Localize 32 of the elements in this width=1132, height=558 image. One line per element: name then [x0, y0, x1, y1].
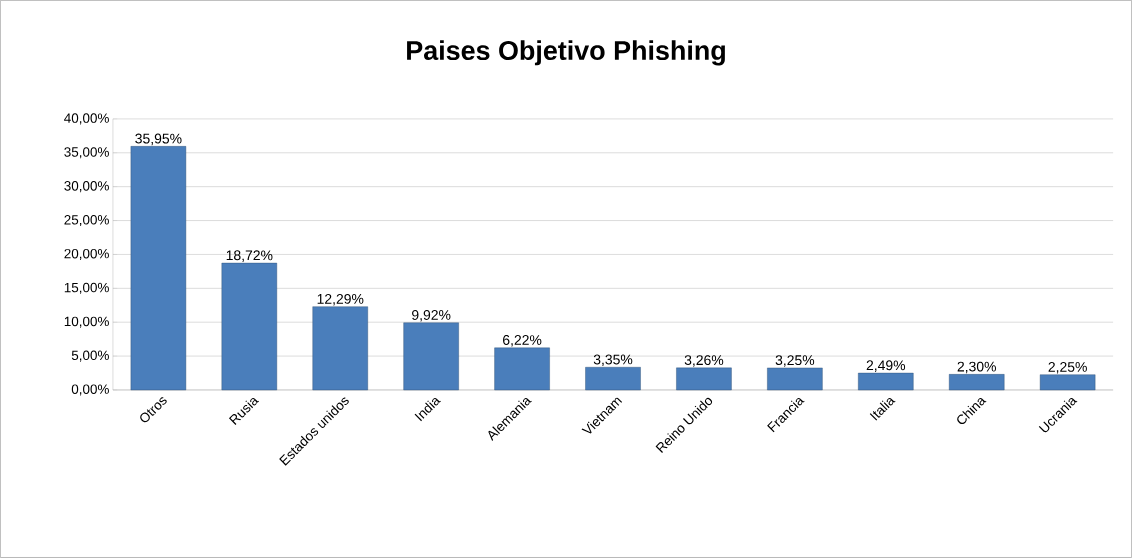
data-label: 2,49% [866, 360, 906, 372]
bar [585, 367, 641, 391]
y-tick-label: 15,00% [64, 282, 109, 294]
data-label: 2,30% [957, 361, 996, 374]
bar [312, 306, 368, 391]
data-label: 35,95% [135, 133, 182, 146]
data-label: 3,26% [684, 355, 724, 367]
y-tick-label: 10,00% [64, 316, 109, 328]
bar [1039, 374, 1096, 391]
bar [403, 322, 459, 391]
y-tick-label: 20,00% [64, 248, 109, 261]
bar [494, 347, 550, 391]
bar [949, 374, 1005, 391]
data-label: 18,72% [226, 250, 273, 262]
y-tick-label: 30,00% [64, 181, 109, 193]
data-label: 3,35% [593, 354, 633, 367]
bar [130, 146, 187, 391]
data-label: 2,25% [1048, 362, 1087, 374]
y-tick-label: 5,00% [71, 350, 109, 362]
bar [221, 262, 278, 391]
y-tick-label: 35,00% [64, 147, 109, 159]
data-label: 12,29% [317, 293, 364, 306]
y-tick-label: 25,00% [64, 215, 109, 227]
y-tick-label: 0,00% [71, 384, 109, 396]
data-label: 3,25% [775, 355, 815, 367]
data-label: 6,22% [503, 335, 542, 347]
chart-title: Paises Objetivo Phishing [407, 40, 725, 66]
bar [676, 367, 732, 391]
data-label: 9,92% [412, 310, 451, 322]
y-tick-label: 40,00% [64, 113, 109, 125]
bar [767, 367, 823, 391]
bar [858, 372, 914, 391]
